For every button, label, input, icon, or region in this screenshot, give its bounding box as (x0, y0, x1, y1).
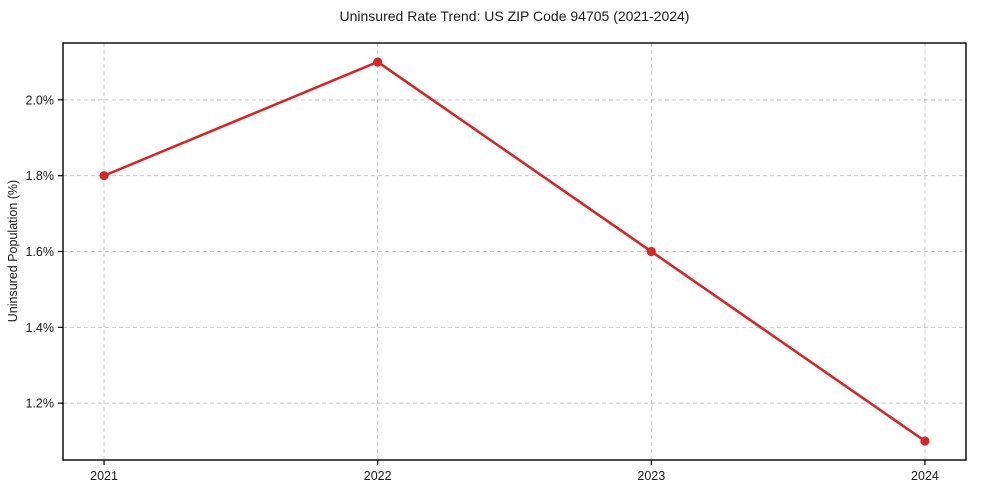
x-tick-label: 2023 (637, 469, 665, 483)
data-point-marker (646, 246, 656, 257)
y-tick-label: 1.8% (26, 169, 55, 183)
trend-line (102, 60, 927, 443)
data-point-marker (373, 57, 383, 67)
chart-title: Uninsured Rate Trend: US ZIP Code 94705 … (339, 8, 690, 24)
y-tick-label: 1.6% (26, 245, 55, 259)
x-tick-label: 2022 (364, 469, 392, 483)
y-tick-label: 1.4% (26, 321, 55, 335)
y-tick-label: 1.2% (26, 397, 55, 411)
x-tick-label: 2021 (90, 469, 118, 483)
data-point-marker (920, 436, 930, 446)
y-tick-label: 2.0% (26, 93, 55, 107)
x-tick-label: 2024 (911, 469, 939, 483)
data-point-marker (99, 171, 109, 181)
